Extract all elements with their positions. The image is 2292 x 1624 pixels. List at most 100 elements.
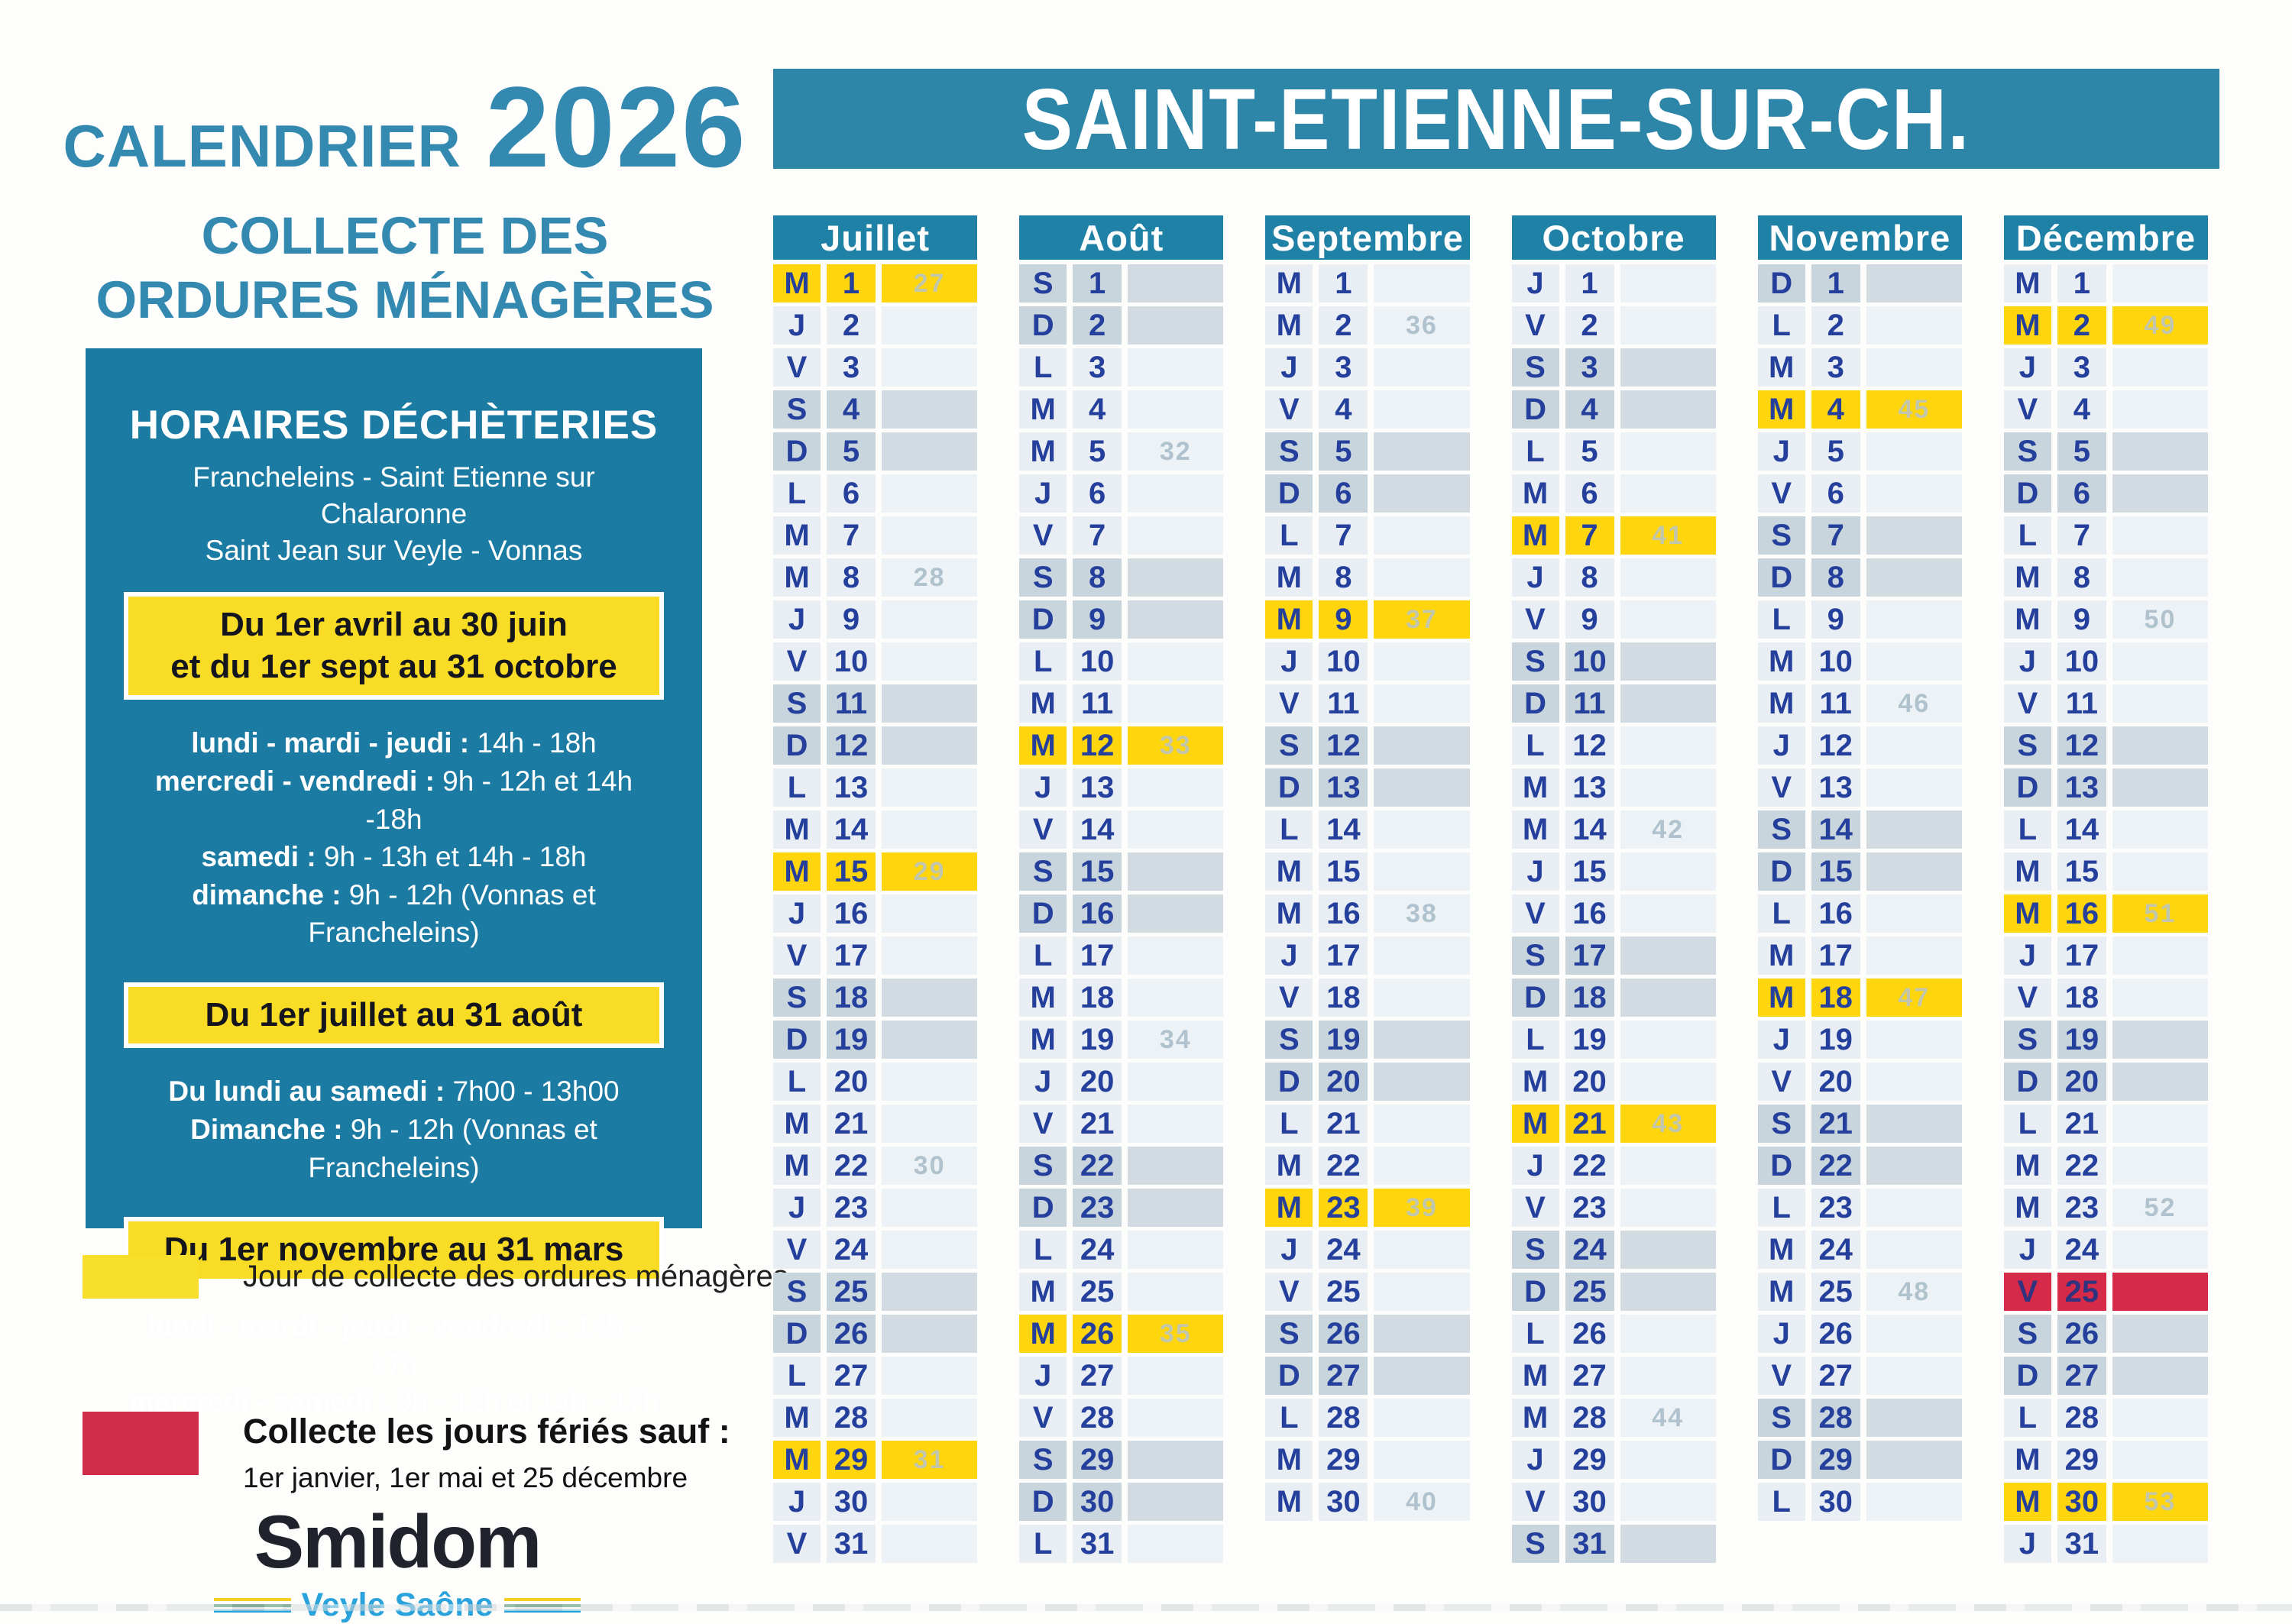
- day-letter-cell: L: [1019, 1231, 1067, 1269]
- day-row: M 11: [1019, 684, 1224, 723]
- day-number-cell: 27: [827, 1357, 876, 1395]
- day-number-cell: 19: [2057, 1021, 2106, 1059]
- day-letter-cell: S: [1019, 264, 1067, 302]
- week-number-cell: [882, 1525, 978, 1563]
- day-letter-cell: S: [1265, 1315, 1313, 1353]
- day-row: M 28: [773, 1399, 978, 1437]
- week-number-cell: [1866, 348, 1962, 387]
- day-number-cell: 30: [1811, 1483, 1860, 1521]
- day-letter-cell: M: [1265, 600, 1313, 639]
- week-number-cell: [1620, 1483, 1716, 1521]
- day-letter-cell: V: [1757, 1063, 1805, 1101]
- day-row: D 20: [1265, 1063, 1470, 1101]
- month-header: Septembre: [1265, 215, 1470, 260]
- day-letter-cell: L: [1265, 516, 1313, 555]
- day-row: L 19: [1511, 1021, 1716, 1059]
- day-row: M 21 43: [1511, 1105, 1716, 1143]
- week-number-cell: [2112, 810, 2209, 849]
- day-number-cell: 25: [2057, 1273, 2106, 1311]
- day-letter-cell: L: [1019, 937, 1067, 975]
- day-row: M 9 50: [2003, 600, 2209, 639]
- day-letter-cell: L: [773, 474, 821, 513]
- month-column: Août S 1 D 2 L 3 M 4 M 5 32 J 6 V 7 S 8 D 9 L 10 M 11 M 12 33 J 13 V 1…: [1019, 215, 1224, 1567]
- city-banner: SAINT-ETIENNE-SUR-CH.: [773, 69, 2219, 169]
- week-number-cell: [882, 1189, 978, 1227]
- day-row: S 19: [1265, 1021, 1470, 1059]
- day-row: L 14: [1265, 810, 1470, 849]
- day-row: L 21: [2003, 1105, 2209, 1143]
- day-number-cell: 13: [1319, 768, 1368, 807]
- week-number-cell: [882, 348, 978, 387]
- day-row: L 12: [1511, 726, 1716, 765]
- week-number-cell: [2112, 558, 2209, 597]
- week-number-cell: [2112, 852, 2209, 891]
- day-letter-cell: V: [1265, 684, 1313, 723]
- period-3-line-1: Du 1er novembre au 31 mars: [163, 1231, 624, 1269]
- day-number-cell: 28: [2057, 1399, 2106, 1437]
- week-number-cell: 28: [882, 558, 978, 597]
- day-letter-cell: J: [2003, 1525, 2051, 1563]
- month-header: Décembre: [2003, 215, 2209, 260]
- day-letter-cell: L: [773, 1357, 821, 1395]
- day-letter-cell: J: [1757, 1315, 1805, 1353]
- day-number-cell: 16: [1319, 894, 1368, 933]
- month-header: Juillet: [773, 215, 978, 260]
- day-letter-cell: V: [2003, 979, 2051, 1017]
- day-number-cell: 30: [827, 1483, 876, 1521]
- day-number-cell: 24: [827, 1231, 876, 1269]
- week-number-cell: [1128, 1399, 1224, 1437]
- dechetteries-panel: HORAIRES DÉCHÈTERIES Francheleins - Sain…: [86, 348, 702, 1418]
- week-number-cell: [882, 1315, 978, 1353]
- day-row: L 26: [1511, 1315, 1716, 1353]
- day-letter-cell: V: [773, 1525, 821, 1563]
- day-number-cell: 22: [1073, 1147, 1122, 1185]
- day-number-cell: 7: [1565, 516, 1614, 555]
- day-letter-cell: L: [1019, 348, 1067, 387]
- week-number-cell: [1866, 474, 1962, 513]
- day-letter-cell: S: [773, 684, 821, 723]
- day-row: S 14: [1757, 810, 1962, 849]
- week-number-cell: [1374, 1231, 1470, 1269]
- week-number-cell: [1620, 1525, 1716, 1563]
- day-letter-cell: L: [2003, 1105, 2051, 1143]
- day-letter-cell: M: [1019, 390, 1067, 429]
- city-banner-text: SAINT-ETIENNE-SUR-CH.: [1021, 70, 1971, 167]
- day-row: M 22: [1265, 1147, 1470, 1185]
- calendar-grid: Juillet M 1 27 J 2 V 3 S 4 D 5 L 6 M 7 M 8 28 J 9 V 10 S 11 D 12 L 1…: [773, 215, 2209, 1567]
- day-number-cell: 4: [827, 390, 876, 429]
- day-number-cell: 8: [2057, 558, 2106, 597]
- day-number-cell: 3: [2057, 348, 2106, 387]
- day-number-cell: 23: [2057, 1189, 2106, 1227]
- week-number-cell: 42: [1620, 810, 1716, 849]
- day-letter-cell: D: [1019, 600, 1067, 639]
- week-number-cell: 43: [1620, 1105, 1716, 1143]
- day-letter-cell: S: [773, 1273, 821, 1311]
- week-number-cell: [882, 1483, 978, 1521]
- week-number-cell: [1866, 1315, 1962, 1353]
- week-number-cell: [1374, 642, 1470, 681]
- day-number-cell: 25: [1073, 1273, 1122, 1311]
- week-number-cell: [882, 306, 978, 345]
- day-number-cell: 26: [827, 1315, 876, 1353]
- day-number-cell: 7: [1073, 516, 1122, 555]
- week-number-cell: [1866, 264, 1962, 302]
- day-row: M 27: [1511, 1357, 1716, 1395]
- day-number-cell: 18: [2057, 979, 2106, 1017]
- day-row: S 21: [1757, 1105, 1962, 1143]
- day-row: V 11: [1265, 684, 1470, 723]
- day-row: M 10: [1757, 642, 1962, 681]
- schedule-line: Du lundi au samedi : 7h00 - 13h00: [168, 1076, 620, 1108]
- day-letter-cell: J: [2003, 642, 2051, 681]
- day-row: V 20: [1757, 1063, 1962, 1101]
- week-number-cell: [1374, 1105, 1470, 1143]
- day-number-cell: 8: [1073, 558, 1122, 597]
- week-number-cell: [1620, 432, 1716, 471]
- day-letter-cell: V: [773, 348, 821, 387]
- day-number-cell: 28: [1811, 1399, 1860, 1437]
- day-letter-cell: J: [1265, 937, 1313, 975]
- week-number-cell: [1620, 937, 1716, 975]
